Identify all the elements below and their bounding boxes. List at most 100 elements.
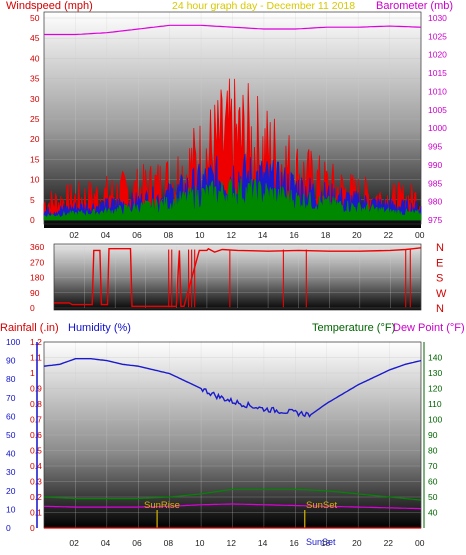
p3-rain-tick: 0.5: [30, 446, 42, 456]
p2-compass-label: E: [436, 257, 443, 269]
p1-x-tick: 00: [415, 230, 425, 240]
humidity-line: [43, 358, 422, 418]
p2-left-tick: 360: [30, 242, 44, 252]
p2-left-tick: 270: [30, 257, 44, 267]
p3-temp-tick: 100: [428, 415, 442, 425]
p3-humidity-tick: 10: [6, 504, 16, 514]
p3-rain-tick: 0.8: [30, 399, 42, 409]
p3-rain-tick: 0.2: [30, 492, 42, 502]
p3-x-tick: 04: [101, 538, 111, 548]
p1-right-tick: 1010: [428, 86, 447, 96]
p2-compass-label: N: [436, 303, 444, 315]
dewpoint-title: Dew Point (°F): [393, 322, 465, 334]
p3-rain-tick: 1.2: [30, 337, 42, 347]
p3-rain-tick: 1.1: [30, 353, 42, 363]
p3-temp-tick: 130: [428, 368, 442, 378]
p1-right-tick: 985: [428, 178, 442, 188]
p3-temp-tick: 110: [428, 399, 442, 409]
p3-humidity-tick: 90: [6, 356, 16, 366]
p1-right-tick: 1030: [428, 13, 447, 23]
barometer-title: Barometer (mb): [376, 0, 453, 12]
p1-left-tick: 0: [30, 215, 35, 225]
p1-x-tick: 14: [258, 230, 268, 240]
p1-x-tick: 18: [321, 230, 331, 240]
windspeed-title: Windspeed (mph): [6, 0, 93, 12]
temperature-line: [43, 488, 422, 501]
wind-barometer-plot: 0510152025303540455097598098599099510001…: [30, 11, 447, 240]
p1-x-tick: 06: [132, 230, 142, 240]
p3-temp-tick: 120: [428, 384, 442, 394]
p3-rain-tick: 0.6: [30, 430, 42, 440]
p3-humidity-tick: 0: [6, 523, 11, 533]
p3-x-tick: 12: [227, 538, 237, 548]
sunrise-label: SunRise: [144, 500, 180, 511]
p1-x-tick: 22: [384, 230, 394, 240]
p3-x-tick: 06: [132, 538, 142, 548]
p3-x-tick: 10: [195, 538, 205, 548]
p2-compass-label: N: [436, 242, 444, 254]
wind-direction-plot: 0 N 90 W 180 S 270 E 360 N: [30, 242, 447, 315]
p3-x-tick: 22: [384, 538, 394, 548]
p3-humidity-tick: 100: [6, 337, 20, 347]
p1-frame: [43, 11, 422, 225]
p3-humidity-tick: 40: [6, 449, 16, 459]
p3-x-tick: 00: [415, 538, 425, 548]
p3-temp-tick: 70: [428, 461, 438, 471]
p1-right-tick: 1015: [428, 68, 447, 78]
p2-frame: [53, 243, 422, 311]
p1-x-tick: 10: [195, 230, 205, 240]
p1-x-tick: 16: [289, 230, 299, 240]
p1-right-tick: 1025: [428, 31, 447, 41]
p3-humidity-tick: 70: [6, 393, 16, 403]
p3-temp-tick: 40: [428, 508, 438, 518]
p1-left-tick: 20: [30, 134, 40, 144]
humidity-title: Humidity (%): [68, 322, 131, 334]
p1-right-tick: 975: [428, 215, 442, 225]
p1-left-tick: 35: [30, 74, 40, 84]
p1-left-tick: 5: [30, 195, 35, 205]
p1-left-tick: 45: [30, 33, 40, 43]
p1-right-tick: 1020: [428, 50, 447, 60]
graph-date-title: 24 hour graph day - December 11 2018: [172, 0, 355, 12]
p1-left-tick: 25: [30, 114, 40, 124]
p3-temp-tick: 80: [428, 446, 438, 456]
p3-x-tick: 08: [164, 538, 174, 548]
p3-x-tick: 20: [352, 538, 362, 548]
wind-avg-area: [43, 178, 422, 221]
p2-left-tick: 180: [30, 273, 44, 283]
p3-rain-tick: 0.3: [30, 477, 42, 487]
sunset-axis-label: SunSet: [306, 537, 336, 547]
p2-compass-label: S: [436, 273, 443, 285]
p1-left-tick: 40: [30, 53, 40, 63]
p3-rain-tick: 0.1: [30, 508, 42, 518]
p3-x-tick: 14: [258, 538, 268, 548]
p1-x-tick: 12: [227, 230, 237, 240]
p3-rain-tick: 0.4: [30, 461, 42, 471]
rainfall-title: Rainfall (.in): [0, 322, 59, 334]
p1-x-tick: 04: [101, 230, 111, 240]
p3-rain-tick: 0: [30, 523, 35, 533]
p3-humidity-tick: 20: [6, 486, 16, 496]
p1-right-tick: 1005: [428, 105, 447, 115]
p3-temp-tick: 90: [428, 430, 438, 440]
p3-x-tick: 16: [289, 538, 299, 548]
p2-compass-label: W: [436, 288, 447, 300]
temperature-title: Temperature (°F): [312, 322, 395, 334]
p2-left-tick: 90: [30, 288, 40, 298]
p1-x-tick: 08: [164, 230, 174, 240]
p2-left-tick: 0: [30, 303, 35, 313]
p3-humidity-tick: 80: [6, 374, 16, 384]
wind-direction-line: [54, 247, 422, 307]
dewpoint-line: [44, 503, 421, 510]
p1-right-tick: 980: [428, 197, 442, 207]
p1-x-tick: 02: [69, 230, 79, 240]
sunset-label: SunSet: [306, 500, 338, 511]
rain-humidity-temp-plot: 0 0.1 0.2 0.3 0.4 0.5 0.6 0.7 0.8 0.9 1 1.1 1.2 0 10 20…: [6, 337, 442, 548]
p1-left-tick: 50: [30, 13, 40, 23]
p3-x-tick: 18: [321, 538, 331, 548]
p3-humidity-tick: 60: [6, 411, 16, 421]
p1-left-tick: 15: [30, 154, 40, 164]
p3-humidity-tick: 50: [6, 430, 16, 440]
